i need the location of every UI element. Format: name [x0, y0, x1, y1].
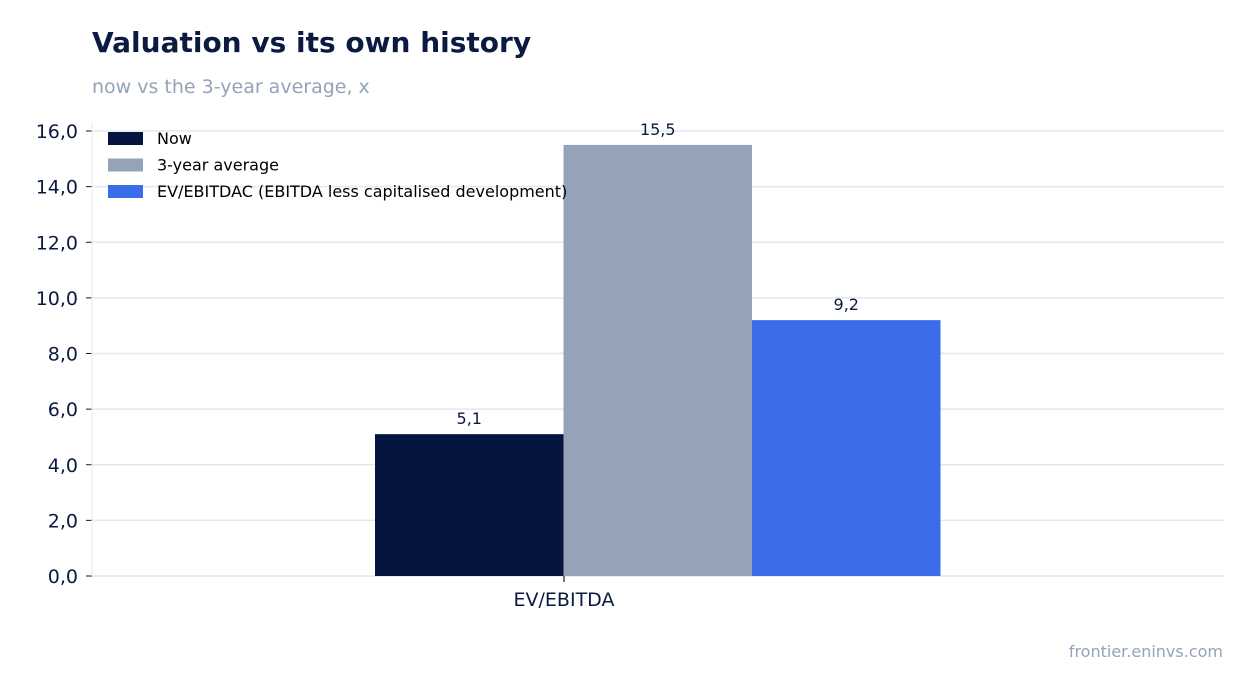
- legend-label: EV/EBITDAC (EBITDA less capitalised deve…: [157, 182, 567, 201]
- data-label: 15,5: [640, 120, 676, 139]
- bar: [752, 320, 941, 576]
- y-tick-label: 14,0: [36, 177, 78, 199]
- data-label: 9,2: [834, 295, 859, 314]
- y-tick-label: 2,0: [48, 510, 78, 532]
- legend-label: 3-year average: [157, 156, 279, 175]
- legend-swatch: [108, 132, 143, 145]
- y-tick-label: 6,0: [48, 399, 78, 421]
- source-credit: frontier.eninvs.com: [1068, 642, 1223, 661]
- bar: [375, 434, 564, 576]
- y-tick-label: 12,0: [36, 232, 78, 254]
- bar: [563, 144, 752, 576]
- y-tick-label: 16,0: [36, 121, 78, 143]
- legend-swatch: [108, 158, 143, 172]
- chart-subtitle: now vs the 3-year average, x: [92, 76, 370, 98]
- x-tick-label: EV/EBITDA: [514, 589, 615, 611]
- y-tick-label: 0,0: [48, 566, 78, 588]
- legend-swatch: [108, 185, 143, 198]
- y-tick-label: 4,0: [48, 455, 78, 477]
- y-tick-label: 10,0: [36, 288, 78, 310]
- data-label: 5,1: [457, 409, 482, 428]
- chart-title: Valuation vs its own history: [92, 26, 532, 59]
- y-tick-label: 8,0: [48, 344, 78, 366]
- legend-label: Now: [157, 129, 192, 148]
